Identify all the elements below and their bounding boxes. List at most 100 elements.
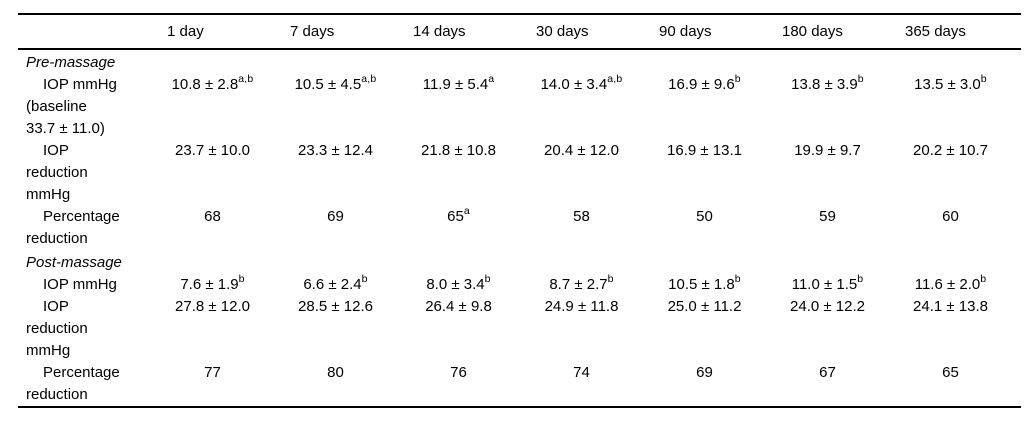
table-cell: 23.3 ± 12.4: [283, 140, 406, 206]
table-cell: 19.9 ± 9.7: [775, 140, 898, 206]
table-cell: 11.6 ± 2.0b: [898, 274, 1021, 296]
table-header: 1 day 7 days 14 days 30 days 90 days 180…: [18, 14, 1021, 50]
table-cell: 69: [652, 362, 775, 407]
cell-value: 19.9 ± 9.7: [794, 142, 861, 159]
cell-value: 69: [327, 208, 344, 225]
cell-value: 13.8 ± 3.9: [791, 76, 858, 93]
row-label: IOP reduction mmHg: [26, 142, 88, 203]
section-heading: Post-massage: [26, 254, 122, 271]
cell-value: 68: [204, 208, 221, 225]
table-row: Percentage reduction 77 80 76 74 69 67 65: [18, 362, 1021, 407]
significance-superscript: a: [488, 73, 495, 85]
significance-superscript: b: [857, 273, 864, 285]
table-cell: 21.8 ± 10.8: [406, 140, 529, 206]
cell-value: 10.8 ± 2.8: [171, 76, 239, 93]
cell-value: 77: [204, 364, 221, 381]
table-cell: 20.4 ± 12.0: [529, 140, 652, 206]
cell-value: 80: [327, 364, 344, 381]
table-cell: 14.0 ± 3.4a,b: [529, 74, 652, 140]
cell-value: 16.9 ± 13.1: [667, 142, 742, 159]
table-cell: 25.0 ± 11.2: [652, 296, 775, 362]
section-heading: Pre-massage: [26, 54, 116, 71]
header-row: 1 day 7 days 14 days 30 days 90 days 180…: [18, 14, 1021, 50]
significance-superscript: a: [463, 205, 470, 217]
cell-value: 65: [447, 208, 464, 225]
table-cell: 76: [406, 362, 529, 407]
cell-value: 50: [696, 208, 713, 225]
cell-value: 74: [573, 364, 590, 381]
table-cell: 10.8 ± 2.8a,b: [160, 74, 283, 140]
cell-value: 11.9 ± 5.4: [422, 76, 489, 93]
cell-value: 28.5 ± 12.6: [298, 298, 373, 315]
cell-value: 25.0 ± 11.2: [667, 298, 742, 315]
table-cell: 13.8 ± 3.9b: [775, 74, 898, 140]
significance-superscript: b: [361, 273, 368, 285]
table-cell: 8.7 ± 2.7b: [529, 274, 652, 296]
cell-value: 27.8 ± 12.0: [175, 298, 250, 315]
table-row: IOP reduction mmHg 23.7 ± 10.0 23.3 ± 12.4…: [18, 140, 1021, 206]
iop-results-table: 1 day 7 days 14 days 30 days 90 days 180…: [18, 13, 1021, 408]
cell-value: 8.7 ± 2.7: [549, 276, 608, 293]
column-header-14-days: 14 days: [406, 14, 529, 50]
table-row: IOP reduction mmHg 27.8 ± 12.0 28.5 ± 12.6…: [18, 296, 1021, 362]
cell-value: 69: [696, 364, 713, 381]
table-cell: 26.4 ± 9.8: [406, 296, 529, 362]
cell-value: 65: [942, 364, 959, 381]
cell-value: 16.9 ± 9.6: [668, 76, 735, 93]
column-header-365-days: 365 days: [898, 14, 1021, 50]
table-cell: 11.9 ± 5.4a: [406, 74, 529, 140]
cell-value: 7.6 ± 1.9: [180, 276, 239, 293]
column-header-30-days: 30 days: [529, 14, 652, 50]
table-cell: 28.5 ± 12.6: [283, 296, 406, 362]
row-label: IOP mmHg (baseline 33.7 ± 11.0): [26, 76, 117, 137]
table-body: Pre-massage IOP mmHg (baseline 33.7 ± 11.…: [18, 49, 1021, 407]
cell-value: 24.1 ± 13.8: [913, 298, 988, 315]
cell-value: 11.0 ± 1.5: [791, 276, 858, 293]
cell-value: 13.5 ± 3.0: [914, 76, 981, 93]
table-cell: 23.7 ± 10.0: [160, 140, 283, 206]
significance-superscript: b: [857, 73, 864, 85]
significance-superscript: b: [484, 273, 491, 285]
table-row: IOP mmHg 7.6 ± 1.9b 6.6 ± 2.4b 8.0 ± 3.4b 8.…: [18, 274, 1021, 296]
row-label: Percentage reduction: [26, 208, 120, 247]
table-cell: 11.0 ± 1.5b: [775, 274, 898, 296]
table-cell: 74: [529, 362, 652, 407]
table-cell: 10.5 ± 4.5a,b: [283, 74, 406, 140]
table-cell: 16.9 ± 13.1: [652, 140, 775, 206]
cell-value: 14.0 ± 3.4: [540, 76, 608, 93]
significance-superscript: a,b: [607, 73, 623, 85]
cell-value: 11.6 ± 2.0: [914, 276, 981, 293]
cell-value: 67: [819, 364, 836, 381]
column-header-90-days: 90 days: [652, 14, 775, 50]
cell-value: 26.4 ± 9.8: [425, 298, 492, 315]
cell-value: 8.0 ± 3.4: [426, 276, 485, 293]
table-cell: 60: [898, 206, 1021, 250]
row-label: IOP reduction mmHg: [26, 298, 88, 359]
table-cell: 10.5 ± 1.8b: [652, 274, 775, 296]
table-cell: 59: [775, 206, 898, 250]
significance-superscript: b: [734, 73, 741, 85]
cell-value: 23.7 ± 10.0: [175, 142, 250, 159]
table-row: Percentage reduction 68 69 65a 58 50 59 60: [18, 206, 1021, 250]
row-label: Percentage reduction: [26, 364, 120, 403]
cell-value: 76: [450, 364, 467, 381]
cell-value: 10.5 ± 1.8: [668, 276, 735, 293]
table-cell: 68: [160, 206, 283, 250]
significance-superscript: b: [607, 273, 614, 285]
table-cell: 7.6 ± 1.9b: [160, 274, 283, 296]
table-cell: 69: [283, 206, 406, 250]
significance-superscript: a,b: [238, 73, 254, 85]
cell-value: 20.4 ± 12.0: [544, 142, 619, 159]
cell-value: 58: [573, 208, 590, 225]
cell-value: 59: [819, 208, 836, 225]
table-cell: 27.8 ± 12.0: [160, 296, 283, 362]
table-cell: 20.2 ± 10.7: [898, 140, 1021, 206]
table-cell: 16.9 ± 9.6b: [652, 74, 775, 140]
cell-value: 24.0 ± 12.2: [790, 298, 865, 315]
column-header-180-days: 180 days: [775, 14, 898, 50]
significance-superscript: b: [980, 73, 987, 85]
cell-value: 20.2 ± 10.7: [913, 142, 988, 159]
cell-value: 24.9 ± 11.8: [544, 298, 619, 315]
cell-value: 6.6 ± 2.4: [303, 276, 362, 293]
